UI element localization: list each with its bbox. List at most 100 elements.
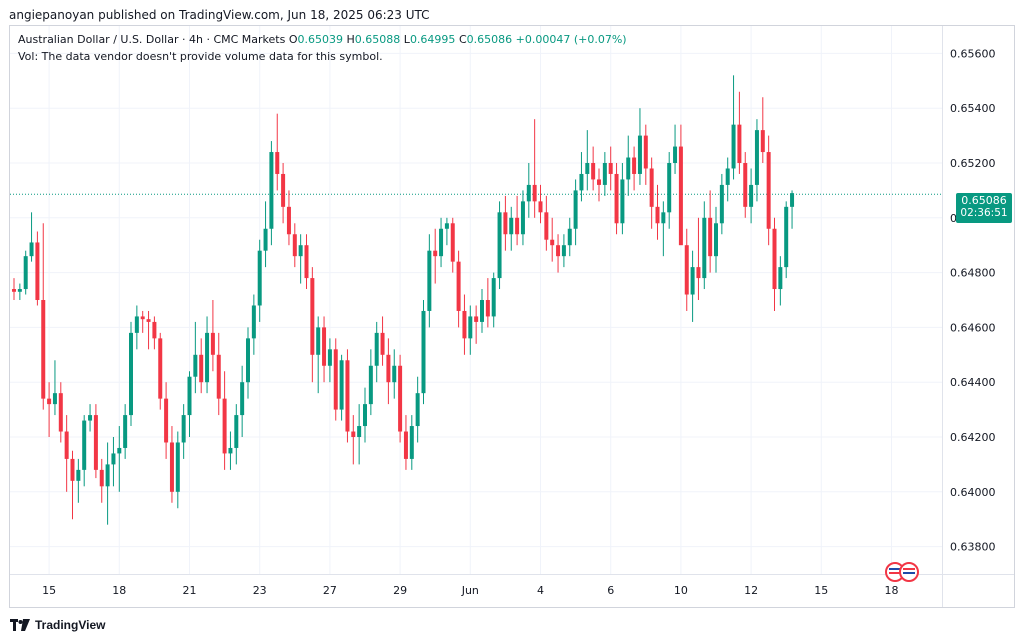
candle-body xyxy=(696,267,701,279)
time-tick-label: 12 xyxy=(744,584,758,597)
candle-body xyxy=(345,360,350,432)
candle-body xyxy=(374,332,379,366)
change-value: +0.00047 (+0.07%) xyxy=(515,33,627,46)
candle-body xyxy=(743,163,748,207)
symbol-legend: Australian Dollar / U.S. Dollar · 4h · C… xyxy=(18,33,627,46)
candle-body xyxy=(678,146,683,246)
candle-body xyxy=(579,173,584,191)
chart-frame[interactable]: 0.656000.654000.652000.650000.648000.646… xyxy=(9,25,1015,608)
candle-body xyxy=(187,376,192,416)
candle-body xyxy=(281,173,286,207)
candle-body xyxy=(714,223,718,257)
candle-body xyxy=(363,404,367,427)
candle-body xyxy=(450,223,455,262)
candle-body xyxy=(316,327,321,355)
candle-body xyxy=(684,245,689,295)
candle-body xyxy=(310,278,315,355)
open-label: O xyxy=(288,33,298,46)
candle-body xyxy=(474,316,479,322)
symbol-title: Australian Dollar / U.S. Dollar · 4h · C… xyxy=(18,33,286,46)
candle-body xyxy=(573,190,578,229)
candle-body xyxy=(117,447,122,454)
candle-body xyxy=(497,212,502,279)
candle-body xyxy=(199,354,204,383)
candle-body xyxy=(597,179,601,185)
candle-body xyxy=(626,157,631,180)
candle-body xyxy=(93,415,98,470)
candle-body xyxy=(240,382,245,416)
time-tick-label: 21 xyxy=(183,584,197,597)
candle-body xyxy=(286,206,291,235)
candle-body xyxy=(544,212,549,240)
candle-body xyxy=(468,316,473,339)
time-tick-label: 23 xyxy=(253,584,267,597)
candle-body xyxy=(210,332,215,355)
candle-body xyxy=(754,130,759,185)
candle-body xyxy=(76,469,81,481)
candlestick-chart[interactable]: 0.656000.654000.652000.650000.648000.646… xyxy=(10,26,1014,607)
candle-body xyxy=(719,184,724,224)
candle-body xyxy=(637,135,642,174)
candle-body xyxy=(509,217,514,235)
time-tick-label: 18 xyxy=(112,584,126,597)
candle-body xyxy=(368,365,373,405)
candle-body xyxy=(193,354,198,377)
candle-body xyxy=(772,228,777,290)
candle-body xyxy=(23,256,28,290)
candle-body xyxy=(708,217,713,257)
candle-body xyxy=(380,332,385,355)
candle-body xyxy=(632,157,637,174)
candle-body xyxy=(134,316,139,333)
candle-body xyxy=(591,163,596,180)
candle-body xyxy=(123,415,128,448)
candle-body xyxy=(351,431,356,437)
candle-body xyxy=(12,289,16,292)
candle-body xyxy=(222,398,227,454)
candle-body xyxy=(444,223,449,229)
candle-body xyxy=(561,245,566,257)
candle-body xyxy=(602,163,607,185)
candle-body xyxy=(667,163,672,213)
candle-body xyxy=(82,420,87,470)
candle-body xyxy=(456,261,461,311)
candle-body xyxy=(269,152,274,229)
candle-body xyxy=(35,242,40,300)
candle-body xyxy=(357,426,362,437)
candle-body xyxy=(731,124,736,169)
candle-body xyxy=(146,319,151,322)
candle-body xyxy=(164,398,169,443)
price-tick-label: 0.64800 xyxy=(950,267,996,280)
close-value: 0.65086 xyxy=(466,33,513,46)
candle-body xyxy=(778,267,783,290)
candle-body xyxy=(158,338,163,399)
candle-body xyxy=(608,163,613,174)
price-tick-label: 0.64200 xyxy=(950,431,996,444)
candle-body xyxy=(480,300,484,322)
price-tick-label: 0.65400 xyxy=(950,102,996,115)
candle-body xyxy=(515,217,520,235)
candle-body xyxy=(386,354,391,383)
candle-body xyxy=(766,152,771,229)
candle-body xyxy=(246,338,250,383)
time-tick-label: 6 xyxy=(607,584,614,597)
last-price-value: 0.65086 xyxy=(961,194,1007,207)
footer: TradingView xyxy=(10,618,105,632)
candle-body xyxy=(88,415,93,421)
candle-body xyxy=(111,453,116,465)
candle-body xyxy=(614,173,619,224)
candle-body xyxy=(216,354,221,399)
price-tick-label: 0.65600 xyxy=(950,47,996,60)
high-label: H xyxy=(346,33,355,46)
price-tick-label: 0.64600 xyxy=(950,321,996,334)
low-value: 0.64995 xyxy=(409,33,456,46)
candle-body xyxy=(140,316,145,320)
candle-body xyxy=(760,130,765,153)
candle-body xyxy=(52,393,57,405)
price-tick-label: 0.64400 xyxy=(950,376,996,389)
candle-body xyxy=(409,426,414,459)
candle-body xyxy=(491,278,496,317)
currency-flags-icon[interactable] xyxy=(884,561,922,583)
candle-body xyxy=(181,415,186,443)
candle-body xyxy=(327,349,332,366)
price-tick-label: 0.64000 xyxy=(950,486,996,499)
